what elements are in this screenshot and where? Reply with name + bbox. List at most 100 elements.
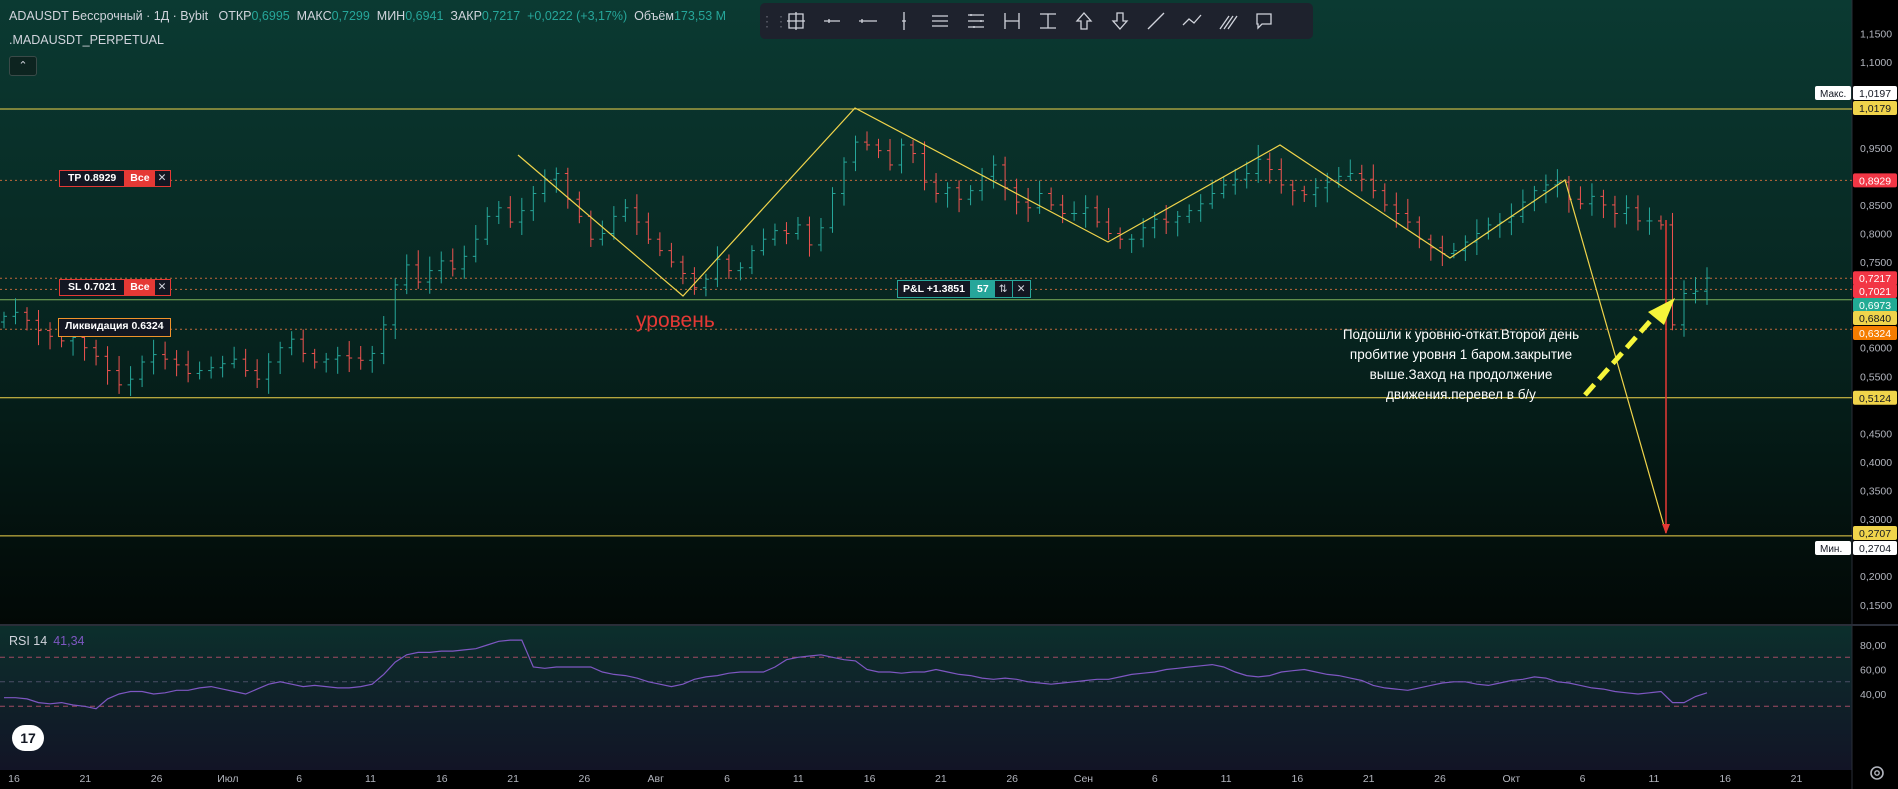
open-value: 0,6995 [251,9,290,23]
trade-note-annotation[interactable]: Подошли к уровню-откат.Второй день проби… [1342,327,1580,402]
tp-close-all-button[interactable]: Все [125,170,155,187]
time-axis-tick: 26 [1006,773,1018,785]
position-pnl-label[interactable]: P&L +1.3851 57 ⇅ ✕ [897,280,1031,298]
candle [944,182,951,208]
candle [93,339,100,366]
time-axis-tick: 11 [365,773,376,785]
pnl-text: P&L +1.3851 [897,280,971,298]
parallel-channel-icon-path [932,15,948,27]
candle [1036,180,1043,214]
candle [265,353,272,394]
close-position-icon[interactable]: ✕ [1012,280,1031,298]
candle [668,242,675,268]
reverse-position-icon[interactable]: ⇅ [994,280,1013,298]
drag-handle-icon[interactable]: ⋮⋮ [760,12,788,29]
candle [1657,215,1664,230]
symbol-title[interactable]: ADAUSDT Бессрочный · 1Д · Bybit [9,9,209,23]
date-range-icon[interactable] [994,6,1030,36]
candle [1289,179,1296,206]
price-tag-side-bg [1815,541,1851,555]
candle [760,228,767,256]
candle [334,346,341,374]
price-tag-text: 0,2704 [1859,543,1891,555]
time-axis-tick: 26 [151,773,163,785]
path-icon[interactable] [1174,6,1210,36]
candle [1278,158,1285,194]
callout-icon-glyph [1256,13,1272,30]
candle [495,201,502,225]
candle [679,255,686,285]
sl-order-line-label[interactable]: SL 0.7021 Все ✕ [59,279,171,296]
horizontal-line-icon-glyph [859,19,877,23]
candle [933,173,940,203]
regression-channel-icon-glyph [968,14,984,28]
time-axis-tick: 21 [507,773,519,785]
horizontal-ray-icon[interactable] [814,6,850,36]
price-range-icon[interactable] [1030,6,1066,36]
rsi-label: RSI 14 [9,634,48,648]
candle [864,131,871,151]
candle [116,356,123,394]
level-annotation[interactable]: уровень [636,309,715,332]
candle [829,187,836,233]
liquidation-label: Ликвидация 0.6324 [58,318,171,337]
candle [1704,267,1710,305]
trend-line-icon[interactable] [1138,6,1174,36]
candle [898,138,905,174]
pitchfork-icon-path [1219,15,1238,30]
price-axis-tick: 0,4500 [1860,428,1892,440]
candle [242,348,249,377]
crosshair-box-icon-glyph [787,12,805,30]
candle [1025,187,1032,222]
candle [840,157,847,206]
vertical-line-icon[interactable] [886,6,922,36]
price-tag: 0,2704 Мин. [1815,541,1897,555]
rsi-pane-background [0,625,1852,770]
arrow-down-icon[interactable] [1102,6,1138,36]
sl-cancel-icon[interactable]: ✕ [154,279,171,296]
candle [748,245,755,275]
candle [599,220,606,246]
arrow-up-icon[interactable] [1066,6,1102,36]
candle [1519,189,1526,223]
candle [610,206,617,240]
candle [1082,195,1089,228]
sl-close-all-button[interactable]: Все [125,279,155,296]
tp-order-line-label[interactable]: TP 0.8929 Все ✕ [59,170,171,187]
crosshair-box-icon[interactable] [778,6,814,36]
tradingview-logo-icon[interactable]: 17 [12,725,44,751]
candle [288,331,295,356]
price-tag-bg [1853,526,1897,540]
candle [771,223,778,246]
price-tag: 0,2707 [1853,526,1897,540]
price-axis-tick: 0,9500 [1860,143,1892,155]
price-tag-bg [1853,271,1897,286]
time-axis-tick: 21 [935,773,947,785]
price-axis-tick: 0,6000 [1860,343,1892,355]
price-tag-text: 0,5124 [1859,393,1891,405]
tp-cancel-icon[interactable]: ✕ [154,170,171,187]
price-tag-text: 0,7217 [1859,273,1891,285]
time-axis-tick: 26 [579,773,591,785]
horizontal-line-icon[interactable] [850,6,886,36]
zigzag-drawing [517,107,1667,534]
candle [1105,207,1112,240]
rsi-legend[interactable]: RSI 14 41,34 [9,634,85,648]
regression-channel-icon[interactable] [958,6,994,36]
path-icon-path [1182,14,1202,26]
parallel-channel-icon[interactable] [922,6,958,36]
close-label: ЗАКР [450,9,482,23]
high-label: МАКС [296,9,332,23]
rsi-value: 41,34 [53,634,85,648]
path-icon-glyph [1182,14,1202,26]
chevron-up-icon[interactable]: ⌃ [9,56,37,76]
gear-icon[interactable] [1868,764,1886,782]
callout-icon[interactable] [1246,6,1282,36]
candle [875,138,882,159]
candle [139,355,146,388]
candle [645,212,652,244]
candle [887,138,894,171]
time-axis-tick: 16 [1719,773,1731,785]
pitchfork-icon[interactable] [1210,6,1246,36]
